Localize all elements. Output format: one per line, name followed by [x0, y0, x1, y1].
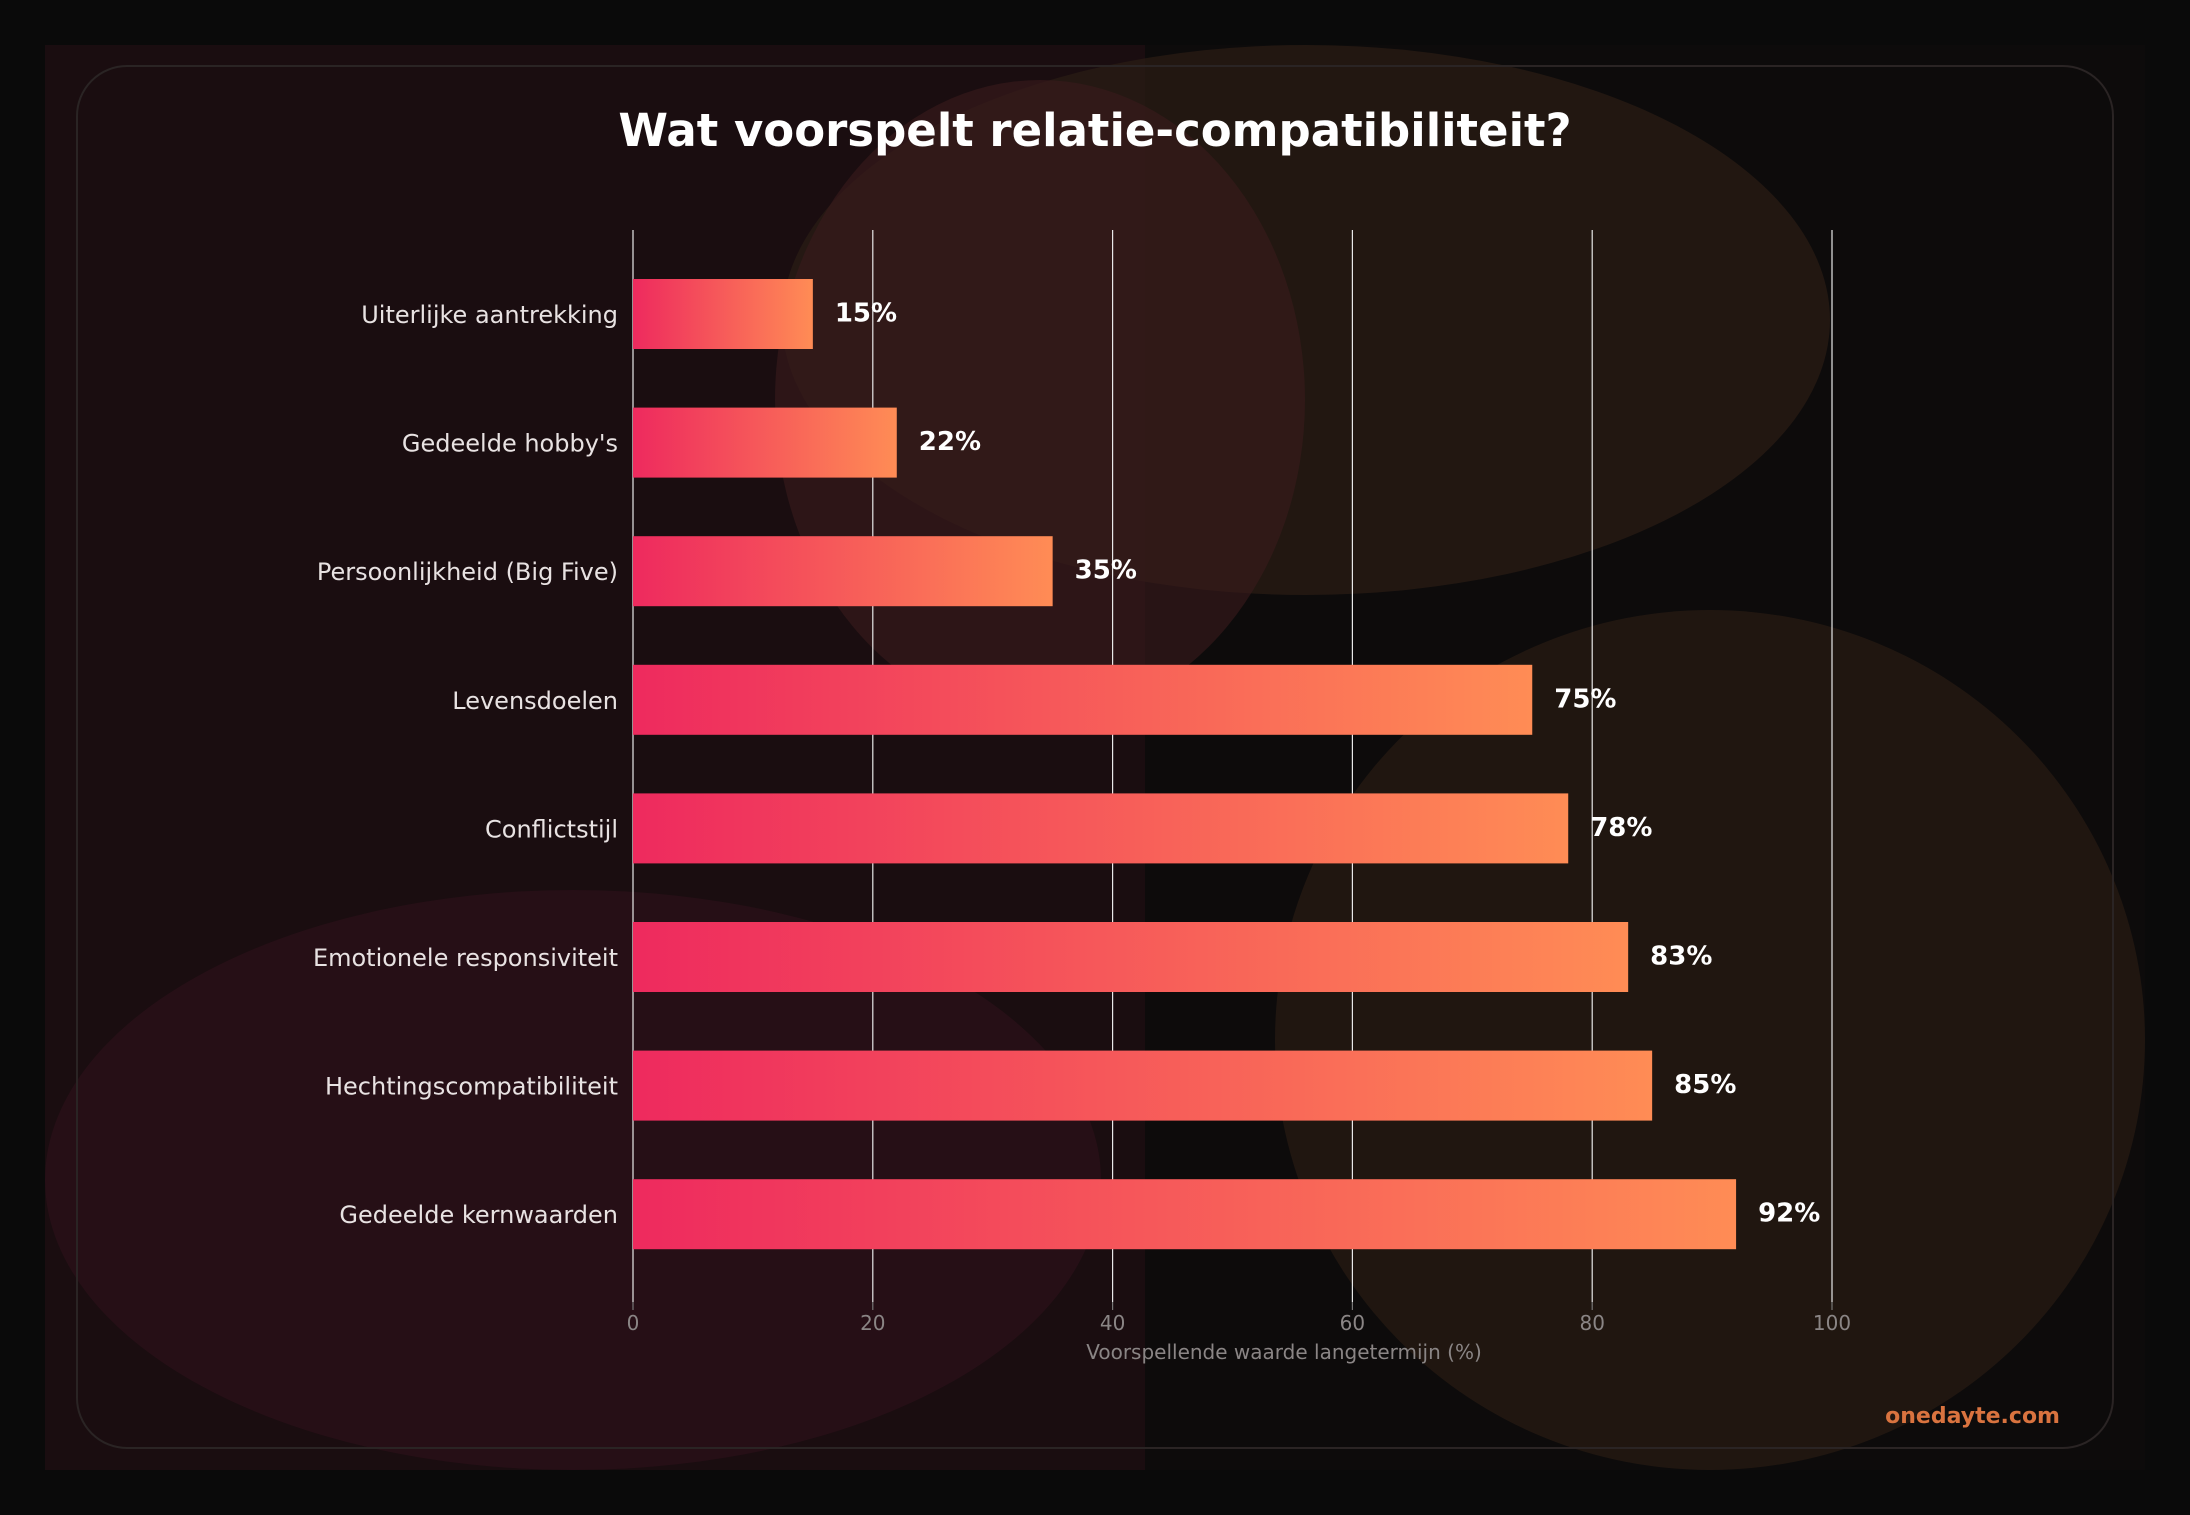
- x-tick-label: 0: [627, 1311, 640, 1335]
- category-label: Uiterlijke aantrekking: [361, 301, 618, 329]
- x-tick-label: 100: [1813, 1311, 1851, 1335]
- value-label: 15%: [835, 299, 897, 329]
- x-tick-label: 80: [1579, 1311, 1604, 1335]
- category-label: Gedeelde hobby's: [402, 430, 618, 458]
- value-label: 92%: [1758, 1199, 1820, 1229]
- x-tick-label: 20: [860, 1311, 885, 1335]
- bar: [633, 536, 1053, 607]
- category-label: Conflictstijl: [485, 815, 618, 843]
- category-label: Persoonlijkheid (Big Five): [317, 558, 618, 586]
- category-label: Emotionele responsiviteit: [313, 944, 618, 972]
- bar: [633, 664, 1533, 735]
- bar: [633, 279, 813, 349]
- bar: [633, 793, 1569, 864]
- background-decoration: [45, 45, 2145, 1470]
- category-label: Hechtingscompatibiliteit: [325, 1073, 618, 1101]
- category-label: Gedeelde kernwaarden: [339, 1201, 618, 1229]
- card-border: [76, 65, 2114, 1449]
- value-label: 85%: [1674, 1070, 1736, 1100]
- value-label: 35%: [1075, 556, 1137, 586]
- bar: [633, 1050, 1653, 1121]
- watermark: onedayte.com: [1885, 1404, 2060, 1429]
- value-label: 83%: [1650, 942, 1712, 972]
- bar: [633, 1179, 1737, 1250]
- chart-title: Wat voorspelt relatie-compatibiliteit?: [618, 104, 1571, 157]
- bar: [633, 922, 1629, 992]
- bar: [633, 407, 897, 478]
- value-label: 78%: [1590, 813, 1652, 843]
- x-tick-label: 40: [1100, 1311, 1125, 1335]
- x-tick-label: 60: [1340, 1311, 1365, 1335]
- x-axis-label: Voorspellende waarde langetermijn (%): [1086, 1340, 1482, 1364]
- value-label: 75%: [1554, 684, 1616, 714]
- value-label: 22%: [919, 427, 981, 457]
- category-label: Levensdoelen: [452, 687, 618, 715]
